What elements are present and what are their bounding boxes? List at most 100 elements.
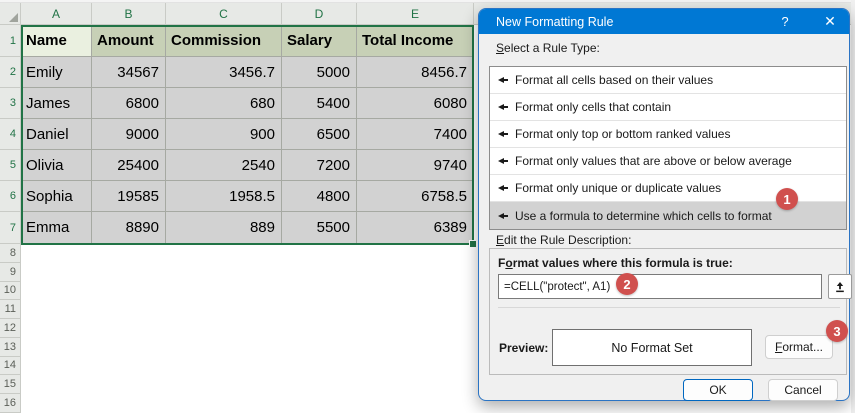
cell[interactable]: 7200 (282, 150, 357, 181)
preview-label: Preview: (499, 341, 549, 355)
cell[interactable]: 6758.5 (357, 181, 474, 212)
table-row: Sophia 19585 1958.5 4800 6758.5 (21, 181, 474, 212)
header-cell[interactable]: Salary (282, 25, 357, 57)
formula-label: Format values where this formula is true… (498, 256, 733, 270)
row-header-13[interactable]: 13 (0, 337, 21, 357)
cell[interactable]: 2540 (166, 150, 282, 181)
preview-text: No Format Set (611, 340, 693, 355)
cell[interactable]: 9000 (92, 119, 166, 150)
formula-text: =CELL("protect", A1) (504, 280, 611, 293)
cell[interactable]: 680 (166, 88, 282, 119)
cell[interactable]: 19585 (92, 181, 166, 212)
cell[interactable]: Sophia (21, 181, 92, 212)
column-header-D[interactable]: D (282, 3, 357, 25)
rule-type-label: Format only unique or duplicate values (515, 181, 722, 195)
cell[interactable]: 6389 (357, 212, 474, 244)
rule-arrow-icon (498, 104, 508, 110)
column-header-A[interactable]: A (21, 3, 92, 25)
cell[interactable]: 8890 (92, 212, 166, 244)
annotation-step-2: 2 (616, 273, 638, 295)
rule-type-label: Format only cells that contain (515, 100, 672, 114)
rule-arrow-icon (498, 212, 508, 219)
rule-type-label: Use a formula to determine which cells t… (515, 208, 772, 223)
rule-arrow-icon (498, 158, 508, 164)
header-cell[interactable]: Commission (166, 25, 282, 57)
rule-type-item-1[interactable]: Format only cells that contain (490, 94, 846, 121)
cell[interactable]: 5400 (282, 88, 357, 119)
row-header-4[interactable]: 4 (0, 119, 21, 150)
cell[interactable]: 900 (166, 119, 282, 150)
cell[interactable]: 5500 (282, 212, 357, 244)
column-header-B[interactable]: B (92, 3, 166, 25)
cell[interactable]: Emily (21, 57, 92, 88)
row-header-9[interactable]: 9 (0, 262, 21, 282)
rule-type-label: Format only values that are above or bel… (515, 154, 792, 168)
collapse-dialog-icon (836, 281, 844, 292)
rule-type-label: Format all cells based on their values (515, 73, 714, 87)
select-all-triangle-icon (9, 13, 18, 22)
rule-type-item-4[interactable]: Format only unique or duplicate values (490, 175, 846, 202)
cell[interactable]: 889 (166, 212, 282, 244)
cell[interactable]: 6800 (92, 88, 166, 119)
rule-arrow-icon (498, 77, 508, 83)
row-header-5[interactable]: 5 (0, 150, 21, 181)
cell[interactable]: Daniel (21, 119, 92, 150)
help-icon: ? (781, 14, 789, 29)
cell[interactable]: Olivia (21, 150, 92, 181)
cell[interactable]: 5000 (282, 57, 357, 88)
row-header-11[interactable]: 11 (0, 300, 21, 320)
cell[interactable]: 9740 (357, 150, 474, 181)
format-button[interactable]: Format... (765, 335, 833, 359)
cell[interactable]: 1958.5 (166, 181, 282, 212)
cell[interactable]: 8456.7 (357, 57, 474, 88)
formula-input[interactable]: =CELL("protect", A1) (498, 274, 822, 299)
header-cell[interactable]: Amount (92, 25, 166, 57)
row-header-3[interactable]: 3 (0, 88, 21, 119)
row-header-12[interactable]: 12 (0, 319, 21, 338)
cell[interactable]: 6500 (282, 119, 357, 150)
collapse-dialog-button[interactable] (828, 274, 852, 299)
cell[interactable]: 3456.7 (166, 57, 282, 88)
rule-type-item-3[interactable]: Format only values that are above or bel… (490, 148, 846, 175)
row-header-14[interactable]: 14 (0, 356, 21, 376)
close-button[interactable]: ✕ (815, 9, 845, 34)
row-header-10[interactable]: 10 (0, 281, 21, 301)
cell[interactable]: 34567 (92, 57, 166, 88)
cancel-button[interactable]: Cancel (768, 379, 838, 401)
header-cell[interactable]: Total Income (357, 25, 474, 57)
cell[interactable]: 25400 (92, 150, 166, 181)
rule-type-item-0[interactable]: Format all cells based on their values (490, 67, 846, 94)
row-header-15[interactable]: 15 (0, 375, 21, 395)
row-header-8[interactable]: 8 (0, 244, 21, 263)
row-header-7[interactable]: 7 (0, 212, 21, 244)
row-header-6[interactable]: 6 (0, 181, 21, 212)
help-button[interactable]: ? (771, 9, 799, 34)
table-header-row: Name Amount Commission Salary Total Income (21, 25, 474, 57)
annotation-step-1: 1 (776, 188, 798, 210)
column-header-E[interactable]: E (357, 3, 474, 25)
column-header-C[interactable]: C (166, 3, 282, 25)
table-row: Daniel 9000 900 6500 7400 (21, 119, 474, 150)
rule-type-item-2[interactable]: Format only top or bottom ranked values (490, 121, 846, 148)
rule-arrow-icon (498, 185, 508, 191)
dialog-titlebar[interactable]: New Formatting Rule ? ✕ (479, 9, 849, 34)
cell[interactable]: 6080 (357, 88, 474, 119)
select-all-corner[interactable] (0, 3, 21, 25)
ok-button[interactable]: OK (683, 379, 753, 401)
window-edge (851, 0, 855, 413)
cell[interactable]: 4800 (282, 181, 357, 212)
worksheet-cells: Name Amount Commission Salary Total Income Em… (21, 25, 474, 244)
dialog-title: New Formatting Rule (496, 14, 614, 29)
row-header-1[interactable]: 1 (0, 25, 21, 57)
row-header-2[interactable]: 2 (0, 57, 21, 88)
cell[interactable]: Emma (21, 212, 92, 244)
cell[interactable]: James (21, 88, 92, 119)
table-row: Olivia 25400 2540 7200 9740 (21, 150, 474, 181)
row-header-16[interactable]: 16 (0, 394, 21, 413)
table-row: Emily 34567 3456.7 5000 8456.7 (21, 57, 474, 88)
table-row: Emma 8890 889 5500 6389 (21, 212, 474, 244)
fill-handle[interactable] (469, 240, 477, 248)
header-cell[interactable]: Name (21, 25, 92, 57)
annotation-step-3: 3 (826, 320, 848, 342)
cell[interactable]: 7400 (357, 119, 474, 150)
